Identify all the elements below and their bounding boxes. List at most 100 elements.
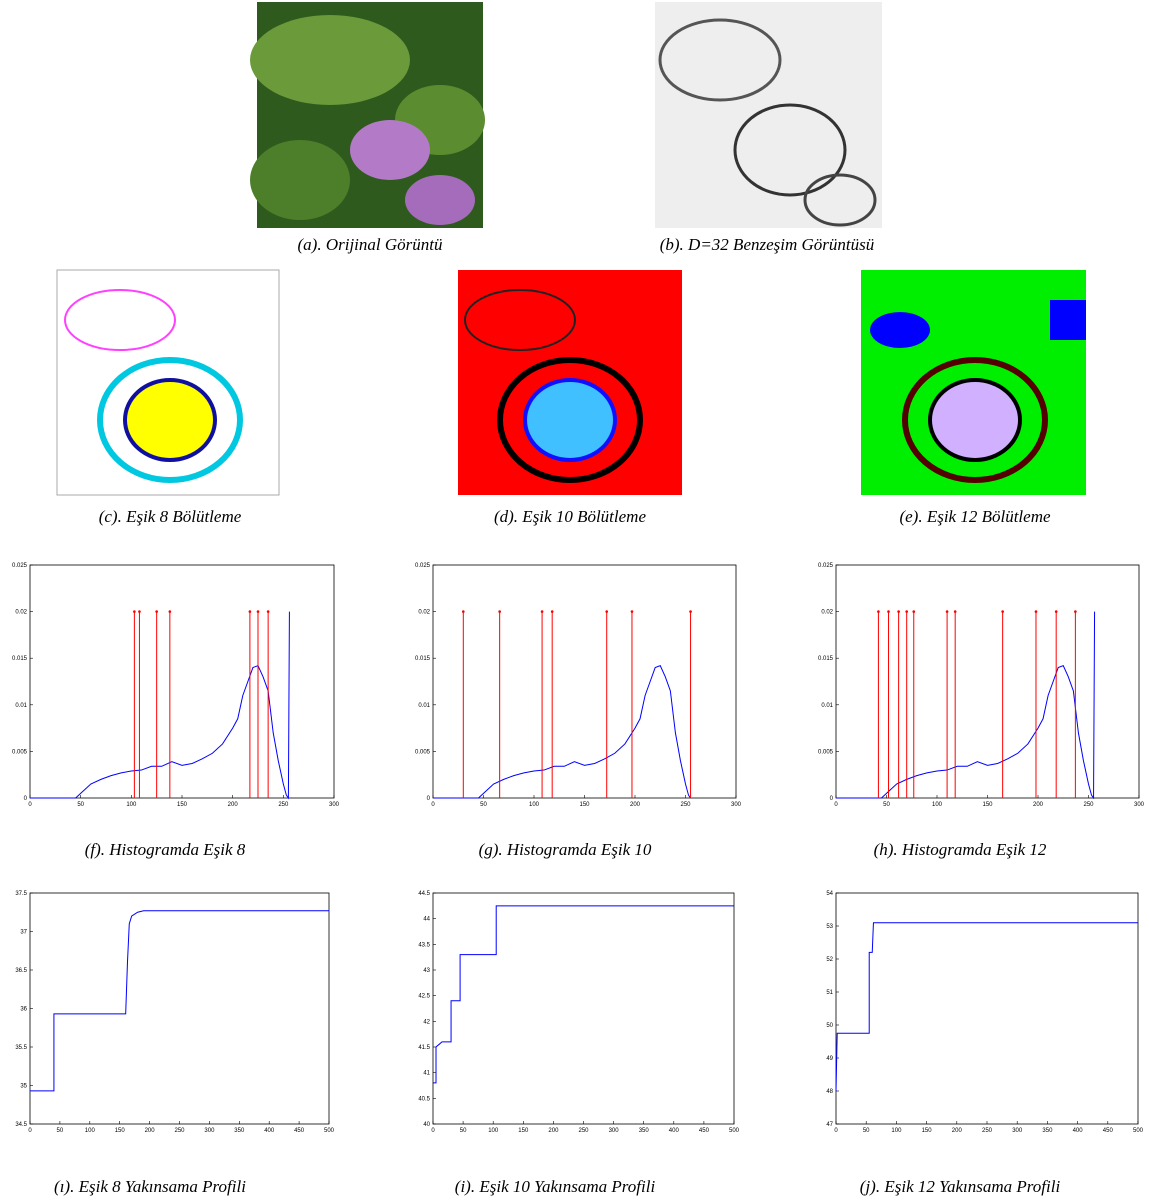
y-tick-label: 51	[826, 990, 833, 996]
threshold-marker	[945, 610, 949, 613]
x-tick-label: 200	[548, 1128, 559, 1134]
y-tick-label: 0.025	[818, 563, 834, 569]
caption: (a). Orijinal Görüntü	[298, 235, 443, 254]
threshold-marker	[1034, 610, 1038, 613]
y-tick-label: 50	[826, 1023, 833, 1029]
threshold-marker	[462, 610, 465, 613]
threshold-marker	[887, 610, 890, 613]
y-tick-label: 0.02	[418, 610, 430, 616]
threshold-marker	[138, 610, 141, 613]
y-tick-label: 0.005	[12, 749, 28, 755]
y-tick-label: 54	[826, 891, 833, 897]
threshold-marker	[630, 610, 634, 613]
caption: (i). Eşik 10 Yakınsama Profili	[455, 1177, 656, 1196]
y-tick-label: 0.005	[415, 749, 431, 755]
x-tick-label: 150	[177, 802, 188, 808]
y-tick-label: 37	[20, 930, 27, 936]
threshold-marker	[155, 610, 158, 613]
x-tick-label: 100	[932, 802, 943, 808]
image-d	[458, 270, 682, 495]
y-tick-label: 44.5	[418, 891, 430, 897]
x-tick-label: 450	[294, 1128, 305, 1134]
x-tick-label: 250	[680, 802, 691, 808]
image-b	[655, 2, 882, 228]
x-tick-label: 50	[883, 802, 890, 808]
caption: (e). Eşik 12 Bölütleme	[899, 507, 1051, 526]
y-tick-label: 0	[24, 796, 28, 802]
threshold-marker	[168, 610, 172, 613]
x-tick-label: 300	[204, 1128, 215, 1134]
x-tick-label: 450	[699, 1128, 710, 1134]
x-tick-label: 300	[1134, 802, 1145, 808]
threshold-marker	[540, 610, 544, 613]
y-tick-label: 42	[423, 1019, 430, 1025]
x-tick-label: 100	[529, 802, 540, 808]
x-tick-label: 200	[145, 1128, 156, 1134]
x-tick-label: 350	[234, 1128, 245, 1134]
y-tick-label: 0.015	[415, 656, 431, 662]
y-tick-label: 44	[423, 917, 430, 923]
image-c	[56, 269, 280, 496]
threshold-marker	[877, 610, 880, 613]
x-tick-label: 300	[329, 802, 340, 808]
x-tick-label: 450	[1103, 1128, 1114, 1134]
y-tick-label: 41.5	[418, 1045, 430, 1051]
threshold-marker	[1054, 610, 1058, 613]
y-tick-label: 40.5	[418, 1096, 430, 1102]
x-tick-label: 150	[115, 1128, 126, 1134]
x-tick-label: 400	[669, 1128, 680, 1134]
caption: (ı). Eşik 8 Yakınsama Profili	[54, 1177, 246, 1196]
x-tick-label: 350	[1042, 1128, 1053, 1134]
y-tick-label: 36.5	[15, 968, 27, 974]
x-tick-label: 150	[922, 1128, 933, 1134]
y-tick-label: 47	[826, 1122, 833, 1128]
data-line	[30, 910, 329, 1092]
caption: (d). Eşik 10 Bölütleme	[494, 507, 646, 526]
x-tick-label: 500	[324, 1128, 335, 1134]
x-tick-label: 100	[126, 802, 137, 808]
x-tick-label: 150	[518, 1128, 529, 1134]
x-tick-label: 0	[431, 1128, 435, 1134]
y-tick-label: 0	[427, 796, 431, 802]
y-tick-label: 0	[830, 796, 834, 802]
x-tick-label: 200	[952, 1128, 963, 1134]
x-tick-label: 200	[1033, 802, 1044, 808]
x-tick-label: 50	[460, 1128, 467, 1134]
x-tick-label: 250	[174, 1128, 185, 1134]
plot-frame	[835, 892, 1139, 1125]
x-tick-label: 500	[729, 1128, 740, 1134]
y-tick-label: 0.02	[15, 610, 27, 616]
y-tick-label: 0.01	[418, 703, 430, 709]
plot-frame	[29, 564, 335, 799]
x-tick-label: 300	[731, 802, 742, 808]
image-a	[250, 2, 485, 228]
y-tick-label: 43	[423, 968, 430, 974]
x-tick-label: 400	[264, 1128, 275, 1134]
caption: (b). D=32 Benzeşim Görüntüsü	[660, 235, 875, 254]
x-tick-label: 50	[57, 1128, 64, 1134]
y-tick-label: 49	[826, 1056, 833, 1062]
caption: (h). Histogramda Eşik 12	[874, 840, 1047, 859]
y-tick-label: 52	[826, 957, 833, 963]
x-tick-label: 250	[1083, 802, 1094, 808]
y-tick-label: 41	[423, 1071, 430, 1077]
threshold-marker	[912, 610, 916, 613]
y-tick-label: 40	[423, 1122, 430, 1128]
y-tick-label: 37.5	[15, 891, 27, 897]
y-tick-label: 0.005	[818, 749, 834, 755]
y-tick-label: 0.01	[15, 703, 27, 709]
x-tick-label: 250	[278, 802, 289, 808]
data-line	[433, 665, 691, 799]
x-tick-label: 150	[982, 802, 993, 808]
threshold-marker	[248, 610, 252, 613]
threshold-marker	[266, 610, 270, 613]
y-tick-label: 42.5	[418, 994, 430, 1000]
threshold-marker	[133, 610, 136, 613]
x-tick-label: 0	[834, 1128, 838, 1134]
y-tick-label: 0.02	[821, 610, 833, 616]
y-tick-label: 48	[826, 1089, 833, 1095]
x-tick-label: 200	[630, 802, 641, 808]
y-tick-label: 35	[20, 1084, 27, 1090]
x-tick-label: 250	[982, 1128, 993, 1134]
